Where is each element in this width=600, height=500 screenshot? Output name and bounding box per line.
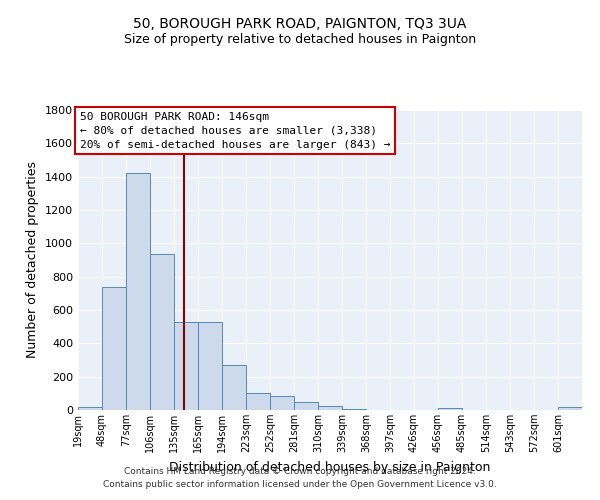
Bar <box>174 322 198 410</box>
Bar <box>294 402 318 410</box>
X-axis label: Distribution of detached houses by size in Paignton: Distribution of detached houses by size … <box>169 460 491 473</box>
Text: Contains HM Land Registry data © Crown copyright and database right 2024.: Contains HM Land Registry data © Crown c… <box>124 467 476 476</box>
Y-axis label: Number of detached properties: Number of detached properties <box>26 162 40 358</box>
Bar <box>126 174 150 410</box>
Bar <box>558 406 582 410</box>
Text: 50 BOROUGH PARK ROAD: 146sqm
← 80% of detached houses are smaller (3,338)
20% of: 50 BOROUGH PARK ROAD: 146sqm ← 80% of de… <box>80 112 390 150</box>
Text: Size of property relative to detached houses in Paignton: Size of property relative to detached ho… <box>124 32 476 46</box>
Text: 50, BOROUGH PARK ROAD, PAIGNTON, TQ3 3UA: 50, BOROUGH PARK ROAD, PAIGNTON, TQ3 3UA <box>133 18 467 32</box>
Bar <box>342 409 366 410</box>
Bar <box>270 396 294 410</box>
Bar <box>318 406 342 410</box>
Bar <box>150 254 174 410</box>
Bar <box>78 406 102 410</box>
Text: Contains public sector information licensed under the Open Government Licence v3: Contains public sector information licen… <box>103 480 497 489</box>
Bar <box>198 322 222 410</box>
Bar <box>246 394 270 410</box>
Bar <box>102 286 126 410</box>
Bar <box>438 408 462 410</box>
Bar <box>222 365 246 410</box>
